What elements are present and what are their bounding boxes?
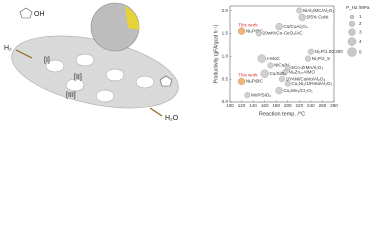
x-tick-label: 100 xyxy=(226,103,234,108)
bubble xyxy=(284,64,291,71)
pore xyxy=(65,78,85,92)
bubble xyxy=(275,22,283,31)
y-tick-label: 1.5 xyxy=(222,31,229,36)
point-label: Ni₂Zn₄-AlMO xyxy=(289,70,316,75)
point-label: Cu₁Ni₂/10%Ni/Al₂O₃ xyxy=(291,81,332,86)
bubble xyxy=(284,80,291,87)
plot-frame xyxy=(229,5,335,103)
bubble xyxy=(257,54,266,63)
point-label: Cu/SiO₂ xyxy=(269,71,286,76)
bubble xyxy=(296,7,303,14)
bubble xyxy=(255,30,262,37)
bubble xyxy=(298,13,306,22)
point-label: 10%Ni/CuMo/Al₂O₃ xyxy=(286,76,326,81)
legend-bubble xyxy=(347,37,357,46)
point-label: 5/5% CuNi xyxy=(306,15,328,20)
point-label: Co/CoAl₂O₄ xyxy=(283,24,307,29)
legend-label: 1 xyxy=(359,14,362,19)
point-label: NiCu/N xyxy=(274,63,289,68)
x-tick-label: 140 xyxy=(249,103,257,108)
y-tick-label: 0.0 xyxy=(222,99,229,104)
legend-bubble xyxy=(347,47,357,57)
furfural-icon xyxy=(19,7,33,19)
x-tick-label: 180 xyxy=(272,103,280,108)
x-tick-label: 240 xyxy=(307,103,315,108)
schematic: H₂ H₂O [I] [II] [III] OH xyxy=(4,2,179,122)
label: H₂ xyxy=(4,45,12,52)
figure: H₂ H₂O [I] [II] [III] OH 100 120 140 160 180… xyxy=(4,2,370,122)
product-icon xyxy=(159,75,173,87)
bubble xyxy=(307,48,314,55)
point-label: Ni₂P@C xyxy=(246,79,264,84)
bubble xyxy=(244,92,251,99)
x-tick-label: 260 xyxy=(319,103,327,108)
x-tick-label: 280 xyxy=(330,103,338,108)
arrow xyxy=(15,49,33,59)
point-label: NiAl₂/MC/Al₂O₃ xyxy=(303,8,334,13)
label: [I] xyxy=(44,57,50,64)
bubble xyxy=(281,69,288,76)
point-label: ε-MoC xyxy=(267,56,281,61)
legend-title: P_H2 /MPa xyxy=(346,5,370,10)
point-note: This work xyxy=(238,22,258,27)
x-tick-label: 160 xyxy=(261,103,269,108)
label: OH xyxy=(34,11,45,18)
label: [II] xyxy=(74,74,82,81)
bubble xyxy=(279,76,285,83)
pore xyxy=(75,53,95,67)
legend-bubble xyxy=(349,14,355,20)
x-tick-label: 200 xyxy=(284,103,292,108)
bubble xyxy=(237,77,246,86)
particle-shell xyxy=(125,6,140,30)
legend-bubble xyxy=(349,20,355,27)
y-tick-label: 1.0 xyxy=(222,54,229,59)
bubble xyxy=(267,62,274,69)
legend-label: 5 xyxy=(359,49,362,54)
pore xyxy=(95,89,115,103)
pore xyxy=(45,59,65,73)
point-label: 5Co-ZrMnAl₂O₃ xyxy=(291,65,323,70)
pore xyxy=(135,75,155,89)
legend-label: 4 xyxy=(359,39,362,44)
point-label: 20wt%Co-CeO₂/AC xyxy=(263,31,304,36)
x-axis-label: Reaction temp. /°C xyxy=(259,111,305,117)
x-tick-label: 220 xyxy=(295,103,303,108)
point-label: Cu₂Mo₃/Cr₂O₃ xyxy=(283,88,312,93)
legend-label: 2 xyxy=(359,21,362,26)
bubble xyxy=(305,55,311,62)
legend-label: 3 xyxy=(359,29,362,34)
x-tick-label: 120 xyxy=(238,103,246,108)
y-axis-label: Productivity (gFA/gcat h⁻¹) xyxy=(213,24,219,83)
bubble xyxy=(275,86,283,95)
point-note: This work xyxy=(238,73,258,78)
point-label: Ni₃P@C xyxy=(246,28,264,33)
y-tick-label: 2.0 xyxy=(222,8,229,13)
bubble xyxy=(237,27,246,35)
pore xyxy=(105,68,125,82)
label: H₂O xyxy=(165,115,179,122)
legend-bubble xyxy=(348,28,356,36)
point-label: Ni₂P/2_5 xyxy=(312,56,331,61)
bubble xyxy=(260,69,269,78)
point-label: Ni₂P/1.00:300 xyxy=(315,49,344,54)
y-tick-label: 0.5 xyxy=(222,76,229,81)
label: [III] xyxy=(66,92,76,99)
point-label: MoP/SiO₂ xyxy=(251,92,271,97)
arrow xyxy=(149,107,163,117)
chart: 100 120 140 160 180 200 220 240 260 280 0.0 0.5 1.0 1… xyxy=(213,5,370,117)
